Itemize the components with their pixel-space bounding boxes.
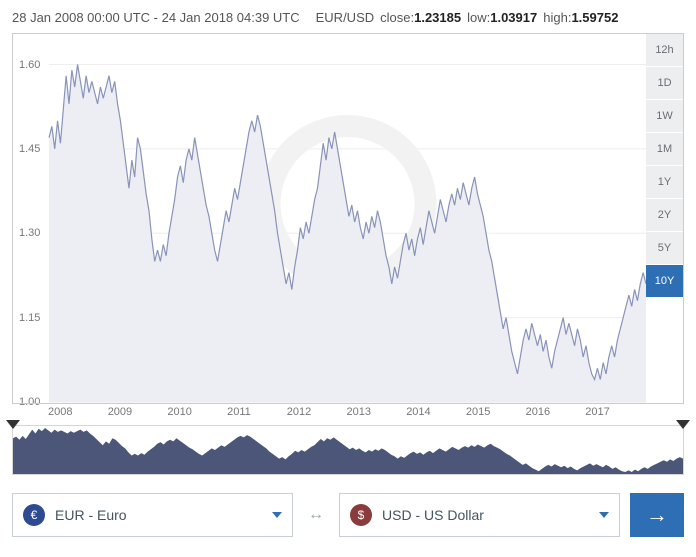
main-chart[interactable]: 1.001.151.301.451.60 12h1D1W1M1Y2Y5Y10Y	[12, 33, 684, 403]
y-tick-label: 1.30	[19, 227, 40, 239]
x-tick-label: 2010	[167, 406, 191, 418]
from-currency-select[interactable]: € EUR - Euro	[12, 493, 293, 537]
timeframe-btn-1m[interactable]: 1M	[646, 133, 683, 166]
y-tick-label: 1.45	[19, 143, 40, 155]
timeframe-btn-10y[interactable]: 10Y	[646, 265, 683, 298]
timeframe-btn-1y[interactable]: 1Y	[646, 166, 683, 199]
y-tick-label: 1.15	[19, 312, 40, 324]
y-tick-label: 1.60	[19, 59, 40, 71]
timeframe-btn-12h[interactable]: 12h	[646, 34, 683, 67]
x-axis: 2008 2009 2010 2011 2012 2013 2014 2015 2016 2017	[12, 403, 684, 421]
to-flag-icon: $	[350, 504, 372, 526]
high-stat: high:1.59752	[543, 10, 618, 25]
timeframe-btn-5y[interactable]: 5Y	[646, 232, 683, 265]
x-tick-label: 2014	[406, 406, 430, 418]
swap-icon[interactable]: ↔	[303, 493, 329, 537]
x-tick-label: 2008	[48, 406, 72, 418]
timeframe-btn-2y[interactable]: 2Y	[646, 199, 683, 232]
timeframe-btn-1d[interactable]: 1D	[646, 67, 683, 100]
overview-chart[interactable]	[12, 425, 684, 475]
x-tick-label: 2011	[227, 406, 251, 418]
currency-selector-row: € EUR - Euro ↔ $ USD - US Dollar →	[12, 493, 684, 537]
overview-handle-left[interactable]	[6, 420, 20, 429]
from-flag-icon: €	[23, 504, 45, 526]
x-tick-label: 2017	[585, 406, 609, 418]
currency-pair: EUR/USD	[316, 10, 375, 25]
to-currency-select[interactable]: $ USD - US Dollar	[339, 493, 620, 537]
x-tick-label: 2012	[287, 406, 311, 418]
timeframe-selector: 12h1D1W1M1Y2Y5Y10Y	[646, 34, 683, 298]
chevron-down-icon	[272, 512, 282, 518]
overview-handle-right[interactable]	[676, 420, 690, 429]
low-stat: low:1.03917	[467, 10, 537, 25]
x-tick-label: 2016	[526, 406, 550, 418]
chart-header: 28 Jan 2008 00:00 UTC - 24 Jan 2018 04:3…	[12, 10, 684, 25]
close-stat: close:1.23185	[380, 10, 461, 25]
to-currency-label: USD - US Dollar	[382, 507, 484, 523]
x-tick-label: 2013	[347, 406, 371, 418]
x-tick-label: 2009	[108, 406, 132, 418]
chevron-down-icon	[599, 512, 609, 518]
go-button[interactable]: →	[630, 493, 684, 537]
from-currency-label: EUR - Euro	[55, 507, 127, 523]
timeframe-btn-1w[interactable]: 1W	[646, 100, 683, 133]
date-range: 28 Jan 2008 00:00 UTC - 24 Jan 2018 04:3…	[12, 10, 300, 25]
x-tick-label: 2015	[466, 406, 490, 418]
